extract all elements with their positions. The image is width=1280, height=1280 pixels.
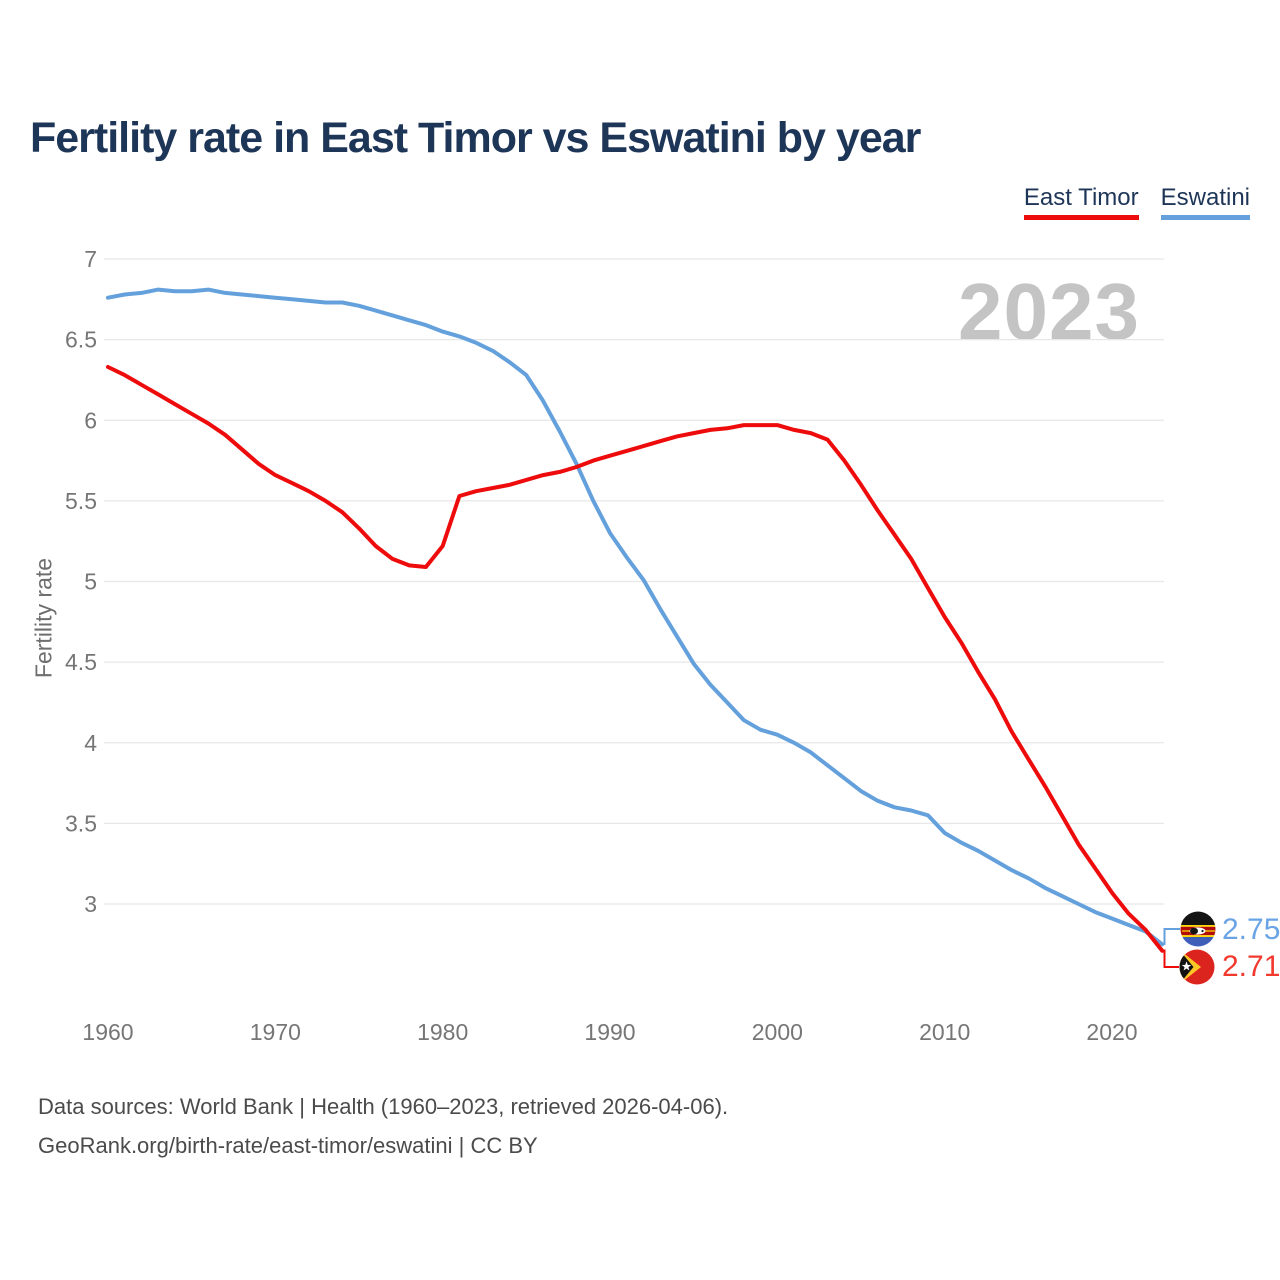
y-tick-label: 5.5	[65, 488, 97, 514]
eswatini-flag-icon	[1180, 911, 1216, 947]
legend-item-east-timor[interactable]: East Timor	[1023, 184, 1139, 220]
x-tick-label: 2020	[1086, 1019, 1137, 1045]
footer-attribution: GeoRank.org/birth-rate/east-timor/eswati…	[38, 1133, 538, 1158]
x-tick-label: 1980	[417, 1019, 468, 1045]
legend-item-eswatini[interactable]: Eswatini	[1160, 184, 1250, 220]
star-icon	[1181, 961, 1192, 971]
y-tick-label: 5	[84, 569, 97, 595]
eswatini-series-line	[106, 287, 1165, 947]
year-watermark: 2023	[958, 267, 1140, 356]
x-tick-label: 1970	[250, 1019, 301, 1045]
y-tick-label: 4.5	[65, 649, 97, 675]
x-tick-label: 2000	[752, 1019, 803, 1045]
footer-data-sources: Data sources: World Bank | Health (1960–…	[38, 1094, 729, 1119]
legend: East Timor Eswatini	[1023, 184, 1250, 220]
page-title: Fertility rate in East Timor vs Eswatini…	[30, 114, 921, 162]
x-tick-label: 1990	[584, 1019, 635, 1045]
footer: Data sources: World Bank | Health (1960–…	[38, 1087, 728, 1165]
east-timor-connector-line	[1162, 949, 1179, 968]
x-tick-label: 2010	[919, 1019, 970, 1045]
east-timor-series-line	[106, 365, 1165, 953]
y-tick-label: 4	[84, 730, 97, 756]
y-tick-label: 3	[84, 891, 97, 917]
east-timor-end-value: 2.71	[1222, 950, 1280, 983]
eswatini-connector-line	[1162, 928, 1180, 945]
y-tick-label: 6.5	[65, 327, 97, 353]
gridlines	[104, 258, 1164, 905]
eswatini-end-value: 2.75	[1222, 913, 1280, 946]
y-tick-label: 7	[84, 246, 97, 272]
east-timor-flag-icon	[1179, 949, 1215, 985]
y-tick-label: 6	[84, 407, 97, 433]
x-axis-tick-labels: 1960 1970 1980 1990 2000 2010 2020	[82, 1019, 1137, 1045]
y-axis-tick-labels: 7 6.5 6 5.5 5 4.5 4 3.5 3	[65, 246, 97, 917]
y-tick-label: 3.5	[65, 810, 97, 836]
x-tick-label: 1960	[82, 1019, 133, 1045]
